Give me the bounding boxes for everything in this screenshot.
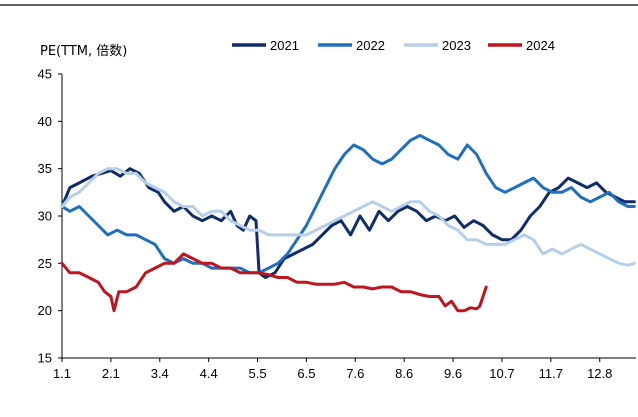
legend-label-2023: 2023 <box>442 38 471 53</box>
x-tick-label: 7.6 <box>346 366 364 381</box>
y-axis-title: PE(TTM, 倍数) <box>40 44 127 59</box>
legend: 2021 2022 2023 2024 <box>232 38 555 53</box>
y-axis: 15 20 25 30 35 40 45 <box>38 67 63 366</box>
y-tick-label: 20 <box>38 303 52 318</box>
x-tick-label: 11.7 <box>539 366 563 381</box>
series-lines <box>60 134 636 313</box>
legend-label-2021: 2021 <box>270 38 299 53</box>
x-tick-label: 8.6 <box>395 366 413 381</box>
x-axis: 1.1 2.1 3.4 4.4 5.5 6.5 7.6 8.6 9.6 10.7 11.7 12.8 <box>53 357 636 381</box>
series-line-2023 <box>60 167 636 267</box>
x-tick-label: 5.5 <box>248 366 266 381</box>
y-tick-label: 25 <box>38 256 52 271</box>
x-tick-label: 1.1 <box>53 366 71 381</box>
x-tick-label: 9.6 <box>444 366 462 381</box>
x-tick-label: 6.5 <box>297 366 315 381</box>
x-tick-label: 3.4 <box>151 366 169 381</box>
series-line-2022 <box>60 134 636 275</box>
y-tick-label: 35 <box>38 161 52 176</box>
y-tick-label: 30 <box>38 209 52 224</box>
x-tick-label: 12.8 <box>587 366 612 381</box>
series-line-2021 <box>60 167 636 279</box>
legend-label-2024: 2024 <box>526 38 555 53</box>
y-tick-label: 15 <box>38 351 52 366</box>
x-tick-label: 2.1 <box>102 366 120 381</box>
x-tick-label: 4.4 <box>200 366 218 381</box>
y-tick-label: 45 <box>38 67 52 82</box>
series-line-2024 <box>60 252 488 313</box>
y-tick-label: 40 <box>38 114 52 129</box>
x-tick-label: 10.7 <box>489 366 514 381</box>
legend-label-2022: 2022 <box>356 38 385 53</box>
